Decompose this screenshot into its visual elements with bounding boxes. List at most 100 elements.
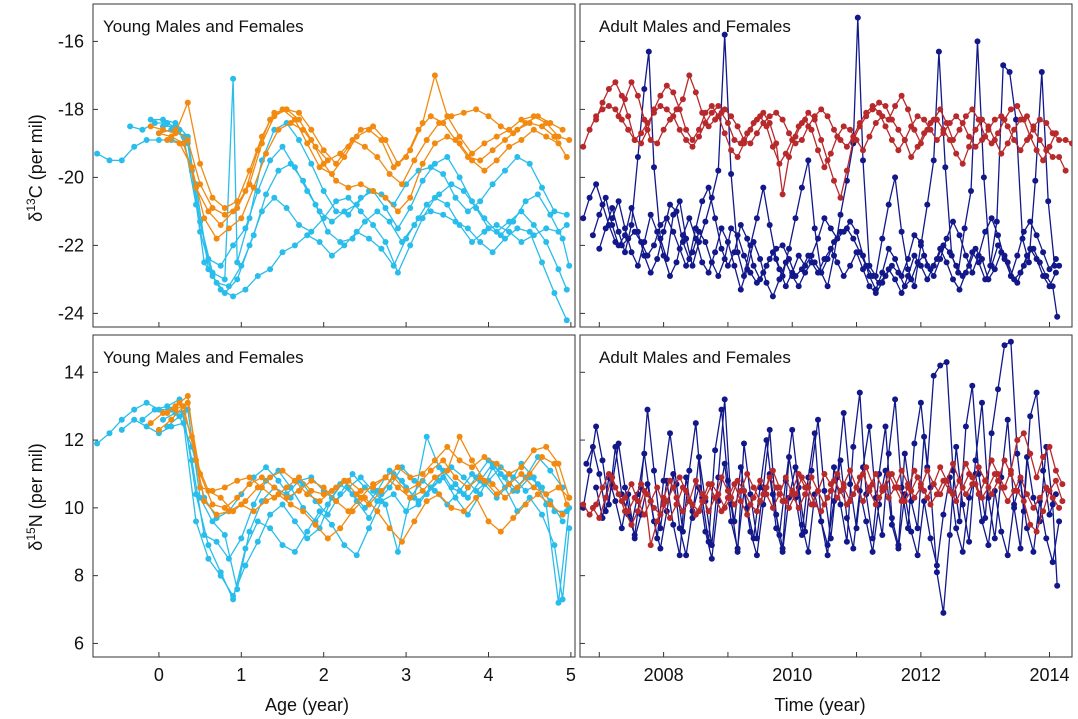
x-tick-label: 2008 (644, 665, 684, 685)
data-point (234, 259, 241, 266)
data-point (982, 228, 989, 235)
data-point (464, 208, 471, 215)
data-point (924, 276, 931, 283)
data-point (205, 208, 212, 215)
data-point (407, 494, 414, 501)
data-point (786, 504, 792, 511)
data-point (263, 150, 269, 157)
data-point (530, 126, 537, 133)
data-point (622, 249, 628, 256)
data-point (518, 239, 525, 245)
data-point (950, 137, 956, 143)
data-point (271, 484, 278, 491)
data-point (602, 225, 609, 232)
data-point (645, 48, 652, 55)
data-point (972, 143, 979, 150)
data-point (296, 109, 302, 116)
data-point (834, 235, 841, 242)
data-point (734, 154, 741, 160)
data-point (555, 228, 562, 235)
data-point (946, 532, 953, 538)
data-point (942, 164, 949, 171)
data-point (1052, 256, 1059, 262)
data-point (361, 143, 368, 150)
data-point (1020, 228, 1027, 235)
panel-title: Adult Males and Females (599, 348, 791, 367)
data-point (956, 286, 963, 293)
y-tick-label: 12 (64, 430, 84, 450)
data-point (895, 545, 902, 552)
data-point (602, 194, 609, 201)
data-point (811, 225, 818, 232)
data-point (374, 498, 381, 505)
data-point (283, 484, 290, 491)
data-point (686, 256, 693, 262)
data-point (673, 208, 680, 215)
data-point (712, 116, 719, 123)
data-point (863, 464, 870, 471)
data-point (933, 569, 940, 576)
data-point (308, 487, 315, 494)
data-point (917, 399, 924, 406)
data-point (834, 133, 841, 140)
data-point (866, 283, 873, 290)
data-point (847, 467, 854, 474)
data-point (382, 239, 389, 245)
data-point (415, 481, 422, 488)
data-point (172, 406, 179, 413)
data-point (168, 416, 175, 423)
data-point (966, 143, 973, 150)
data-point (651, 242, 657, 249)
data-point (357, 494, 364, 501)
data-point (390, 491, 397, 498)
data-point (493, 228, 500, 235)
data-point (718, 406, 725, 413)
data-point (333, 177, 340, 184)
data-point (933, 137, 940, 143)
data-point (94, 150, 101, 157)
data-point (615, 242, 622, 249)
data-point (172, 126, 179, 133)
data-point (975, 464, 982, 471)
data-point (943, 259, 950, 266)
data-point (506, 471, 513, 477)
data-point (634, 228, 641, 235)
data-point (831, 464, 837, 471)
data-point (423, 433, 430, 440)
data-point (1046, 487, 1053, 494)
data-point (596, 515, 603, 521)
data-point (917, 140, 924, 147)
data-point (539, 484, 545, 491)
data-point (901, 137, 908, 143)
data-point (353, 552, 360, 559)
x-axis-label-age: Age (year) (265, 695, 349, 715)
data-point (522, 198, 529, 205)
data-point (625, 126, 632, 133)
data-point (911, 126, 918, 133)
data-point (837, 211, 844, 218)
data-point (615, 113, 622, 120)
data-point (702, 218, 709, 225)
data-point (943, 120, 950, 126)
series-layer (580, 338, 1066, 616)
data-point (831, 177, 837, 184)
y-axis-label-prefix: δ (26, 541, 46, 551)
data-point (988, 262, 995, 269)
data-point (477, 491, 484, 498)
data-point (345, 211, 352, 218)
data-point (933, 562, 940, 569)
data-point (982, 133, 989, 140)
data-point (641, 487, 648, 494)
data-point (815, 487, 821, 494)
data-point (279, 143, 286, 150)
data-point (555, 460, 562, 467)
data-point (534, 481, 541, 488)
data-point (320, 484, 327, 491)
data-point (975, 491, 982, 498)
panel-frame (579, 3, 1073, 328)
data-point (1007, 338, 1014, 345)
data-point (760, 184, 767, 191)
data-point (599, 484, 606, 491)
data-point (853, 525, 860, 532)
